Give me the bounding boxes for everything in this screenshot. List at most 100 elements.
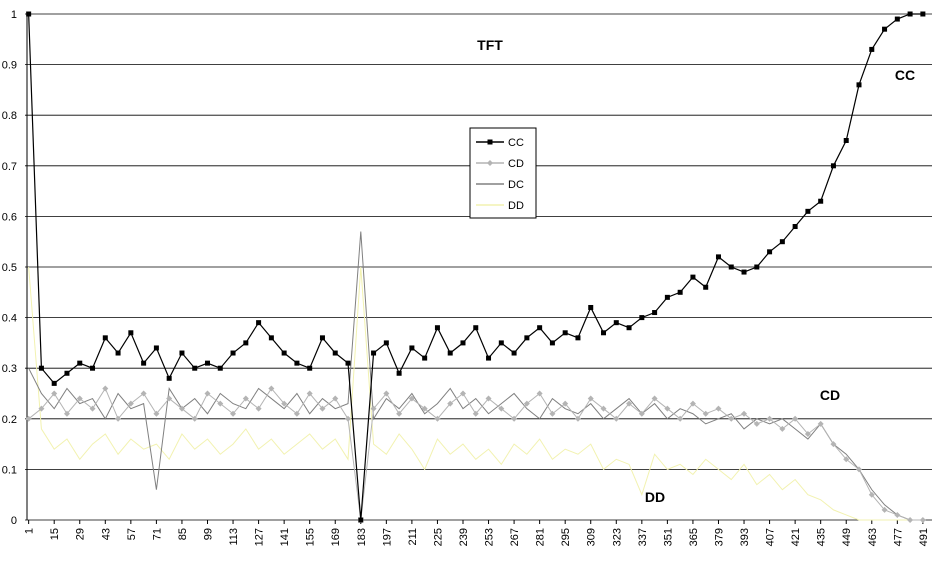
- marker: [473, 325, 479, 331]
- legend-marker: [487, 160, 493, 166]
- marker: [767, 249, 773, 255]
- marker: [626, 400, 633, 407]
- x-tick-label: 239: [458, 528, 470, 546]
- marker: [728, 264, 734, 270]
- marker: [536, 390, 543, 397]
- marker: [77, 360, 83, 366]
- marker: [868, 491, 875, 498]
- marker: [204, 390, 211, 397]
- legend-label: DC: [508, 179, 524, 191]
- marker: [127, 400, 134, 407]
- marker: [524, 335, 530, 341]
- marker: [281, 400, 288, 407]
- x-tick-label: 407: [765, 528, 777, 546]
- marker: [396, 370, 402, 376]
- marker: [191, 415, 198, 422]
- marker: [920, 11, 926, 17]
- marker: [409, 345, 415, 351]
- legend-label: DD: [508, 200, 524, 212]
- marker: [51, 380, 57, 386]
- marker: [830, 163, 836, 169]
- marker: [459, 390, 466, 397]
- marker: [26, 11, 32, 17]
- x-tick-label: 113: [228, 528, 240, 546]
- marker: [843, 138, 849, 143]
- x-tick-label: 141: [279, 528, 291, 546]
- x-tick-label: 43: [100, 528, 112, 540]
- marker: [626, 325, 632, 331]
- marker: [919, 517, 926, 523]
- y-tick-label: 0.6: [2, 211, 17, 223]
- x-tick-label: 211: [407, 528, 419, 546]
- marker: [64, 370, 70, 376]
- marker: [447, 400, 454, 407]
- marker: [651, 395, 658, 402]
- marker: [588, 304, 594, 310]
- marker: [818, 198, 824, 204]
- marker: [383, 390, 390, 397]
- marker: [25, 415, 32, 422]
- marker: [319, 335, 325, 341]
- marker: [217, 400, 224, 407]
- marker: [498, 340, 504, 346]
- marker: [268, 385, 275, 392]
- x-tick-label: 85: [177, 528, 189, 540]
- marker: [843, 456, 850, 463]
- marker: [549, 410, 556, 417]
- marker: [792, 415, 799, 422]
- marker: [830, 441, 837, 448]
- y-tick-label: 0: [11, 515, 17, 527]
- marker: [434, 325, 440, 331]
- marker: [511, 415, 518, 422]
- x-tick-label: 57: [126, 528, 138, 540]
- marker: [281, 350, 287, 356]
- y-tick-label: 0.2: [2, 414, 17, 426]
- marker: [575, 335, 581, 341]
- y-tick-label: 0.9: [2, 60, 17, 72]
- marker: [792, 224, 798, 230]
- marker: [741, 410, 748, 417]
- marker: [293, 410, 300, 417]
- marker: [894, 511, 901, 518]
- marker: [345, 415, 352, 422]
- marker: [242, 395, 249, 402]
- marker: [76, 395, 83, 402]
- marker: [422, 355, 428, 361]
- marker: [715, 254, 721, 260]
- marker: [89, 405, 96, 412]
- marker: [153, 345, 159, 351]
- marker: [383, 340, 389, 346]
- x-tick-label: 337: [637, 528, 649, 546]
- x-tick-label: 225: [432, 528, 444, 546]
- marker: [102, 385, 109, 392]
- annotation: DD: [645, 489, 665, 505]
- marker: [166, 395, 173, 402]
- marker: [319, 405, 326, 412]
- marker: [345, 360, 351, 366]
- marker: [600, 405, 607, 412]
- marker: [51, 390, 58, 397]
- marker: [664, 405, 671, 412]
- marker: [38, 405, 45, 412]
- marker: [128, 330, 134, 336]
- marker: [140, 390, 147, 397]
- x-tick-label: 71: [151, 528, 163, 540]
- marker: [601, 330, 607, 336]
- marker: [715, 405, 722, 412]
- marker: [664, 294, 670, 300]
- x-tick-label: 309: [586, 528, 598, 546]
- marker: [869, 46, 875, 52]
- x-tick-label: 351: [662, 528, 674, 546]
- marker: [562, 330, 568, 336]
- marker: [358, 517, 364, 523]
- marker: [256, 320, 262, 326]
- x-tick-label: 379: [713, 528, 725, 546]
- marker: [498, 405, 505, 412]
- x-tick-label: 197: [381, 528, 393, 546]
- marker: [511, 350, 517, 356]
- annotation: CD: [820, 387, 840, 403]
- marker: [230, 410, 237, 417]
- marker: [294, 360, 300, 366]
- y-tick-label: 0.3: [2, 363, 17, 375]
